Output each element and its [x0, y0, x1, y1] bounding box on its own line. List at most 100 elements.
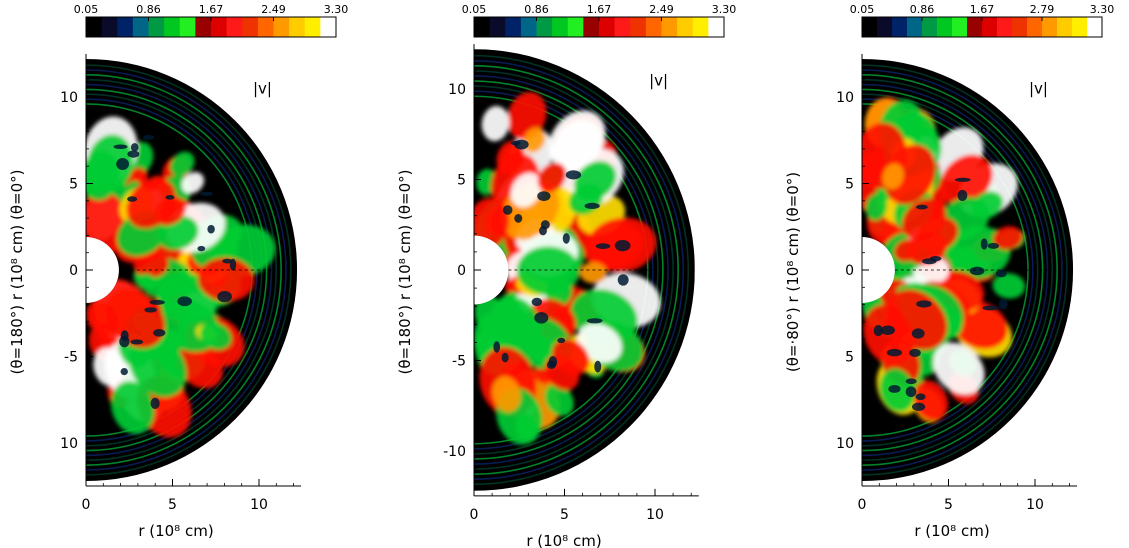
x-tick-label: 0	[470, 507, 479, 523]
colorbar: 0.05 0.86 1.67 2.49 3.30	[74, 3, 349, 38]
x-tick-label: 5	[560, 507, 569, 523]
colorbar-segment	[273, 17, 290, 37]
colorbar-segment	[226, 17, 243, 37]
y-tick-label: 10	[836, 90, 854, 106]
colorbar-segment	[242, 17, 259, 37]
panel-label: |v|	[649, 71, 668, 89]
colorbar-tick-label: 3.30	[324, 3, 349, 16]
y-tick-label: 5	[845, 177, 854, 193]
velocity-field	[862, 64, 1068, 476]
y-tick-label: 10	[836, 436, 854, 452]
colorbar-segment	[86, 17, 103, 37]
colorbar-tick-label: 0.86	[910, 3, 935, 16]
colorbar-segment	[967, 17, 983, 37]
colorbar-segment	[211, 17, 228, 37]
y-tick-label: -10	[443, 444, 466, 460]
colorbar-segment	[937, 17, 953, 37]
colorbar-tick-label: 1.67	[199, 3, 224, 16]
x-axis-title: r (10⁸ cm)	[914, 522, 989, 540]
colorbar-tick-label: 0.05	[850, 3, 875, 16]
colorbar-tick-label: 1.67	[587, 3, 612, 16]
colorbar-segment	[320, 17, 337, 37]
colorbar-segment	[862, 17, 878, 37]
colorbar-segment	[117, 17, 134, 37]
colorbar-tick-label: 0.86	[524, 3, 549, 16]
colorbar-segment	[1057, 17, 1073, 37]
panel-right: 10 5 0 5 10 0 5 10 r (10⁸ cm) (θ=·80°) r (10⁸ cm)…	[784, 3, 1114, 540]
colorbar: 0.05 0.86 1.67 2.49 3.30	[462, 3, 737, 38]
colorbar-segment	[952, 17, 968, 37]
y-tick-label: 0	[69, 263, 78, 279]
colorbar-segment	[1042, 17, 1058, 37]
colorbar-tick-label: 2.49	[649, 3, 674, 16]
inner-core	[862, 237, 895, 303]
colorbar-segment	[982, 17, 998, 37]
inner-core	[474, 235, 509, 305]
colorbar-segment	[645, 17, 662, 37]
colorbar-segment	[1027, 17, 1043, 37]
y-axis-title: (θ=·80°) r (10⁸ cm) (θ=0°)	[784, 172, 802, 372]
colorbar-tick-label: 2.79	[1030, 3, 1055, 16]
x-tick-label: 5	[168, 497, 177, 513]
y-tick-label: 5	[457, 173, 466, 189]
colorbar-segment	[630, 17, 647, 37]
colorbar: 0.05 0.86 1.67 2.79 3.30	[850, 3, 1115, 38]
x-tick-label: 0	[82, 497, 91, 513]
velocity-field	[86, 64, 292, 476]
colorbar-tick-label: 3.30	[1090, 3, 1115, 16]
colorbar-segment	[922, 17, 938, 37]
colorbar-segment	[677, 17, 694, 37]
colorbar-segment	[304, 17, 321, 37]
x-tick-label: 0	[858, 497, 867, 513]
colorbar-segment	[877, 17, 893, 37]
y-tick-label: -5	[64, 350, 78, 366]
colorbar-segment	[257, 17, 274, 37]
colorbar-segment	[1087, 17, 1103, 37]
colorbar-segment	[997, 17, 1013, 37]
panel-middle: 10 5 0 -5 -10 0 5 10 r (10⁸ cm) (θ=180°) r (10⁸ c…	[396, 3, 736, 548]
y-tick-label: 10	[60, 90, 78, 106]
x-tick-label: 10	[1026, 497, 1044, 513]
colorbar-segment	[567, 17, 584, 37]
colorbar-segment	[892, 17, 908, 37]
colorbar-segment	[1072, 17, 1088, 37]
inner-core	[86, 237, 119, 303]
panel-left: 10 5 0 -5 10 0 5 10 r (10⁸ cm) (θ=180°) r (10⁸ cm…	[8, 3, 348, 540]
colorbar-segment	[599, 17, 616, 37]
x-tick-label: 10	[646, 507, 664, 523]
colorbar-tick-label: 0.86	[136, 3, 161, 16]
x-tick-label: 5	[944, 497, 953, 513]
colorbar-segment	[536, 17, 553, 37]
colorbar-segment	[101, 17, 118, 37]
x-axis-title: r (10⁸ cm)	[138, 522, 213, 540]
colorbar-tick-label: 3.30	[712, 3, 737, 16]
colorbar-segment	[179, 17, 196, 37]
colorbar-segment	[505, 17, 522, 37]
colorbar-segment	[708, 17, 725, 37]
colorbar-tick-label: 2.49	[261, 3, 286, 16]
colorbar-segment	[148, 17, 165, 37]
colorbar-segment	[164, 17, 181, 37]
colorbar-segment	[132, 17, 149, 37]
colorbar-segment	[474, 17, 491, 37]
colorbar-segment	[520, 17, 537, 37]
colorbar-segment	[692, 17, 709, 37]
y-tick-label: 5	[69, 177, 78, 193]
colorbar-segment	[661, 17, 678, 37]
panel-label: |v|	[253, 80, 272, 98]
colorbar-segment	[489, 17, 506, 37]
y-tick-label: 10	[60, 436, 78, 452]
colorbar-segment	[583, 17, 600, 37]
panel-label: |v|	[1029, 80, 1048, 98]
colorbar-tick-label: 0.05	[462, 3, 487, 16]
y-tick-label: 5	[845, 350, 854, 366]
y-tick-label: 0	[845, 263, 854, 279]
x-axis-title: r (10⁸ cm)	[526, 532, 601, 548]
x-tick-label: 10	[250, 497, 268, 513]
colorbar-tick-label: 0.05	[74, 3, 99, 16]
y-axis-title: (θ=180°) r (10⁸ cm) (θ=0°)	[8, 170, 26, 375]
colorbar-segment	[289, 17, 306, 37]
colorbar-segment	[195, 17, 212, 37]
y-tick-label: 10	[448, 82, 466, 98]
